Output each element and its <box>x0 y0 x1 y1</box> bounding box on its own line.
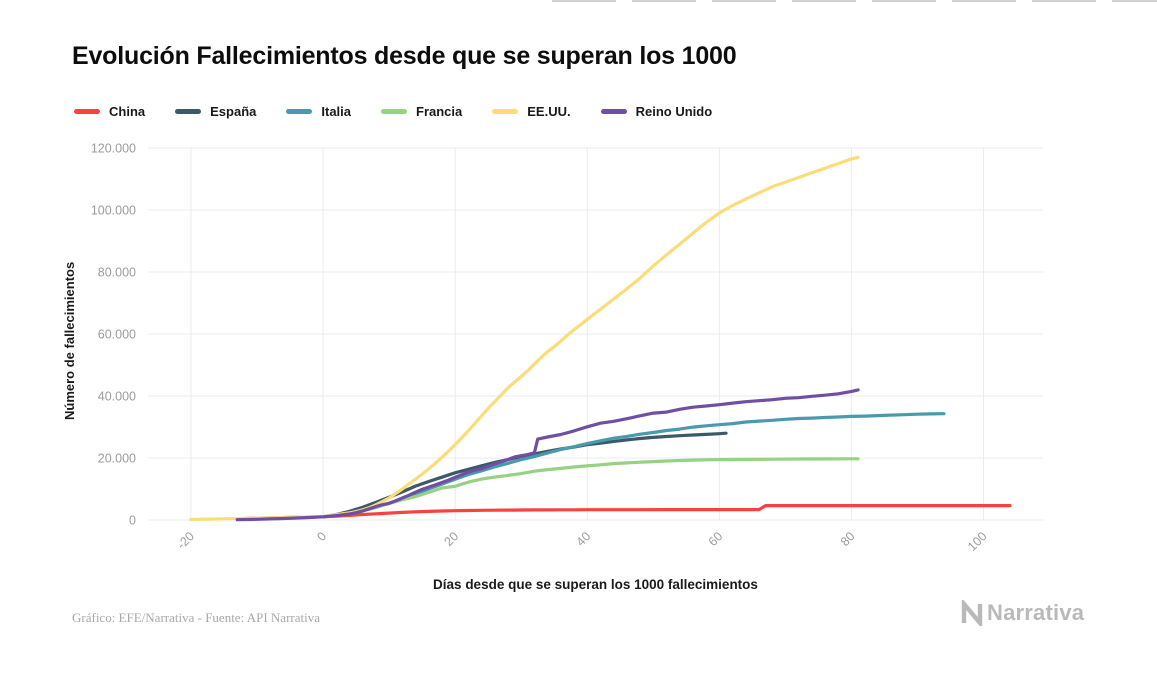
y-tick-label: 80.000 <box>98 266 136 280</box>
legend-label: China <box>109 104 146 119</box>
x-tick-label: 20 <box>442 529 462 549</box>
chart-title: Evolución Fallecimientos desde que se su… <box>72 42 737 70</box>
x-axis-title: Días desde que se superan los 1000 falle… <box>433 577 758 592</box>
legend-label: España <box>210 104 257 119</box>
legend-swatch-eeuu <box>492 109 519 114</box>
x-tick-label: -20 <box>174 529 197 552</box>
legend-swatch-italia <box>286 109 313 114</box>
y-tick-label: 0 <box>129 514 136 528</box>
x-tick-label: 100 <box>965 529 990 554</box>
line-chart: -20 0 20 40 60 80 100 0 20.000 40.000 60.000 80.000… <box>91 142 1043 554</box>
series-line-reino-unido <box>235 388 860 522</box>
screen-edge-artifact <box>552 0 1157 2</box>
legend-swatch-francia <box>381 109 407 114</box>
legend-item-espana: España <box>175 104 256 119</box>
legend-item-eeuu: EE.UU. <box>492 104 571 119</box>
legend-swatch-china <box>74 109 100 114</box>
narrativa-logo-text: Narrativa <box>987 600 1085 625</box>
x-tick-label: 60 <box>706 529 726 549</box>
y-tick-label: 120.000 <box>91 142 136 156</box>
x-tick-label: 0 <box>314 529 329 544</box>
legend-item-italia: Italia <box>286 104 351 119</box>
legend-swatch-reino-unido <box>600 109 627 114</box>
series-line-francia <box>321 457 860 519</box>
y-tick-label: 100.000 <box>91 204 136 218</box>
y-tick-label: 40.000 <box>98 390 136 404</box>
series-line-eeuu <box>189 155 860 522</box>
legend-item-china: China <box>74 104 145 119</box>
legend-label: Reino Unido <box>635 104 713 119</box>
narrativa-logo: Narrativa <box>960 600 1084 626</box>
legend-label: EE.UU. <box>527 104 571 119</box>
legend: China España Italia Francia EE.UU. Reino Unid… <box>74 104 712 119</box>
y-tick-label: 60.000 <box>98 328 136 342</box>
credit-text: Gráfico: EFE/Narrativa - Fuente: API Nar… <box>72 610 320 625</box>
y-tick-label: 20.000 <box>98 452 136 466</box>
legend-swatch-espana <box>175 109 202 114</box>
legend-item-reino-unido: Reino Unido <box>600 104 713 119</box>
legend-label: Francia <box>416 104 463 119</box>
narrativa-logo-icon <box>961 600 983 626</box>
legend-label: Italia <box>321 104 351 119</box>
series-line-italia <box>321 412 946 519</box>
legend-item-francia: Francia <box>381 104 462 119</box>
x-tick-label: 80 <box>838 529 858 549</box>
x-tick-label: 40 <box>574 529 594 549</box>
